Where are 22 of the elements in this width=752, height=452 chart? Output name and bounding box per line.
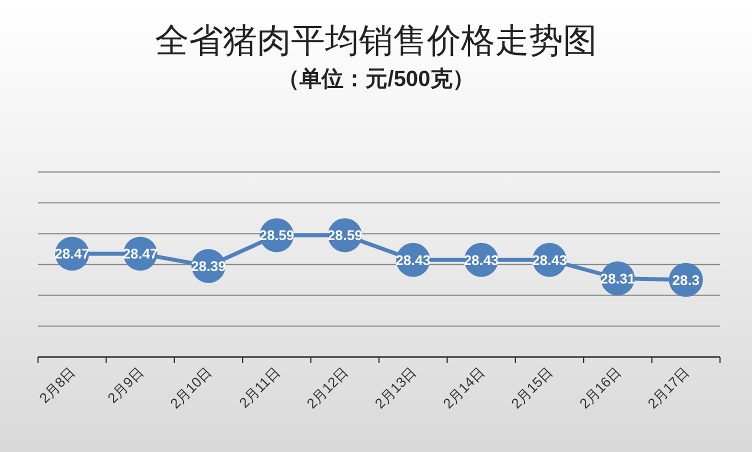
data-label: 28.43 [532, 252, 568, 268]
x-tick-label: 2月8日 [36, 364, 78, 406]
data-label: 28.47 [122, 246, 158, 262]
x-tick-label: 2月11日 [236, 364, 283, 411]
x-tick-label: 2月12日 [303, 364, 352, 412]
x-tick-label: 2月9日 [104, 364, 146, 406]
x-tick-label: 2月17日 [644, 364, 692, 412]
x-tick-label: 2月10日 [166, 364, 215, 412]
data-label: 28.59 [327, 227, 363, 244]
x-tick-label: 2月13日 [372, 364, 420, 412]
x-tick-label: 2月16日 [576, 364, 624, 412]
data-label: 28.31 [600, 270, 636, 286]
data-label: 28.43 [464, 252, 500, 268]
data-label: 28.43 [396, 252, 431, 268]
data-label: 28.39 [190, 258, 226, 274]
x-tick-label: 2月15日 [508, 364, 556, 412]
chart-title: 全省猪肉平均销售价格走势图 [155, 22, 597, 60]
data-label: 28.47 [54, 246, 90, 262]
x-tick-label: 2月14日 [440, 364, 488, 412]
data-label: 28.3 [672, 272, 700, 288]
chart-subtitle: （单位：元/500克） [278, 66, 474, 91]
data-label: 28.59 [259, 227, 294, 244]
